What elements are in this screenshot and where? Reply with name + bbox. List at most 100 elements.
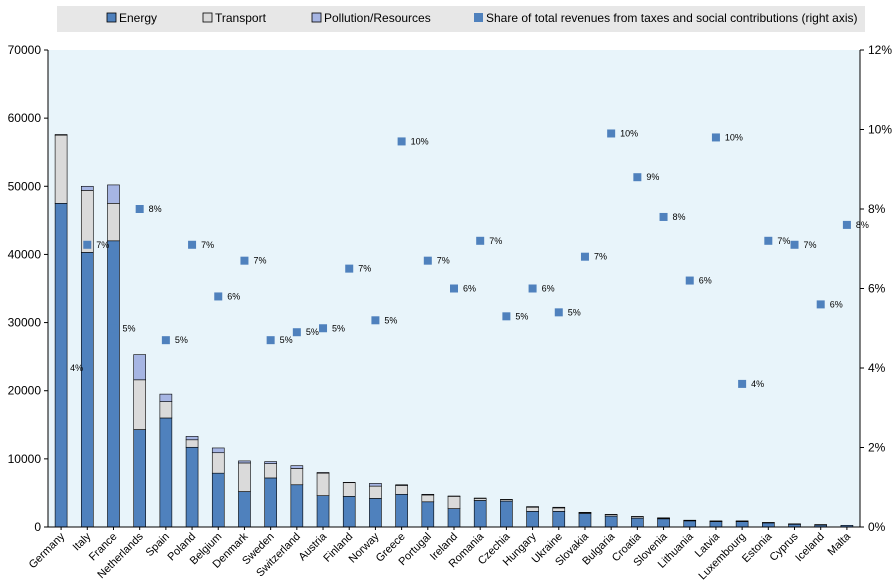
y-right-tick-label: 0% <box>868 520 886 534</box>
legend: Energy Transport Pollution/Resources Sha… <box>57 6 865 32</box>
share-data-label: 6% <box>463 284 476 294</box>
bar-segment-energy <box>185 446 199 528</box>
share-data-label: 8% <box>856 220 869 230</box>
y-left-tick-label: 30000 <box>8 316 42 330</box>
share-data-label: 8% <box>673 212 686 222</box>
share-data-label: 7% <box>201 240 214 250</box>
bar-segment-energy <box>211 472 225 528</box>
share-point <box>214 292 223 301</box>
bar-segment-pollution <box>80 185 94 191</box>
share-point <box>580 252 589 261</box>
bar-segment-transport <box>238 462 251 492</box>
y-right-tick-label: 8% <box>868 202 886 216</box>
bar-segment-energy <box>604 515 618 528</box>
share-point <box>476 236 485 245</box>
share-point <box>685 276 694 285</box>
bar-segment-transport <box>316 472 330 496</box>
share-point <box>790 240 799 249</box>
share-data-label: 4% <box>70 363 83 373</box>
share-data-label: 7% <box>358 264 371 274</box>
share-point <box>528 284 537 293</box>
bar-segment-transport <box>264 463 277 479</box>
y-right-tick-label: 6% <box>868 282 886 296</box>
share-data-label: 7% <box>96 240 109 250</box>
bar-segment-energy <box>762 522 775 528</box>
x-tick-label: Estonia <box>740 530 775 565</box>
share-data-label: 6% <box>542 284 555 294</box>
bar-segment-energy <box>133 429 146 528</box>
bar-segment-energy <box>290 484 304 528</box>
share-data-label: 5% <box>122 323 135 333</box>
bar-segment-transport <box>107 203 120 242</box>
bar-segment-pollution <box>421 493 435 496</box>
bar-segment-energy <box>316 495 330 528</box>
bar-segment-pollution <box>395 484 408 486</box>
bar-segment-transport <box>133 379 146 430</box>
bar-segment-energy <box>500 500 513 528</box>
share-data-label: 7% <box>594 252 607 262</box>
bar-segment-energy <box>369 498 382 528</box>
share-point <box>397 137 406 146</box>
bar-segment-energy <box>447 508 461 528</box>
share-data-label: 7% <box>253 256 266 266</box>
y-left-tick-label: 70000 <box>8 43 42 57</box>
y-right-tick-label: 2% <box>868 441 886 455</box>
bar-segment-transport <box>342 482 356 497</box>
bar-segment-energy <box>159 417 173 528</box>
bar-segment-energy <box>421 501 435 528</box>
y-left-tick-label: 60000 <box>8 111 42 125</box>
y-left-tick-label: 50000 <box>8 179 42 193</box>
bar-segment-transport <box>526 506 539 512</box>
share-data-label: 10% <box>620 128 638 138</box>
bar-segment-pollution <box>107 184 120 204</box>
bar-segment-energy <box>395 493 408 528</box>
bar-segment-pollution <box>185 436 199 441</box>
share-point <box>345 264 354 273</box>
share-point <box>319 324 328 333</box>
share-point <box>607 129 616 138</box>
share-point <box>633 173 642 182</box>
share-data-label: 5% <box>568 307 581 317</box>
bar-segment-energy <box>526 511 539 528</box>
legend-swatch-energy <box>106 12 117 23</box>
share-data-label: 5% <box>515 311 528 321</box>
share-data-label: 7% <box>437 256 450 266</box>
share-point <box>83 240 92 249</box>
share-point <box>292 328 301 337</box>
share-point <box>450 284 458 293</box>
bar-segment-energy <box>473 500 487 528</box>
x-tick-label: Iceland <box>793 531 827 565</box>
share-point <box>659 212 668 221</box>
share-data-label: 9% <box>646 172 659 182</box>
bar-segment-pollution <box>54 134 68 136</box>
share-data-label: 10% <box>411 136 429 146</box>
y-left-tick-label: 0 <box>34 520 41 534</box>
legend-label-transport: Transport <box>215 11 267 25</box>
share-point <box>161 336 170 345</box>
share-point <box>711 133 720 142</box>
bar-segment-transport <box>395 485 408 495</box>
bar-segment-pollution <box>316 472 330 474</box>
bar-segment-energy <box>578 513 592 528</box>
bar-segment-transport <box>290 468 304 486</box>
share-point <box>764 236 773 245</box>
bar-segment-pollution <box>264 461 277 464</box>
bar-segment-transport <box>421 494 435 503</box>
legend-label-energy: Energy <box>119 11 157 25</box>
bar-segment-energy <box>238 491 251 528</box>
bar-segment-pollution <box>290 465 304 469</box>
share-data-label: 7% <box>804 240 817 250</box>
share-data-label: 5% <box>332 323 345 333</box>
bar-segment-energy <box>735 521 749 528</box>
share-point <box>816 300 825 309</box>
x-tick-label: Italy <box>71 530 94 553</box>
bar-segment-energy <box>683 520 697 528</box>
bar-segment-pollution <box>133 354 146 381</box>
share-data-label: 5% <box>280 335 293 345</box>
y-left-tick-label: 40000 <box>8 247 42 261</box>
share-point <box>554 308 563 317</box>
bar-segment-energy <box>631 517 644 528</box>
bar-segment-energy <box>657 518 670 528</box>
share-point <box>266 336 275 345</box>
